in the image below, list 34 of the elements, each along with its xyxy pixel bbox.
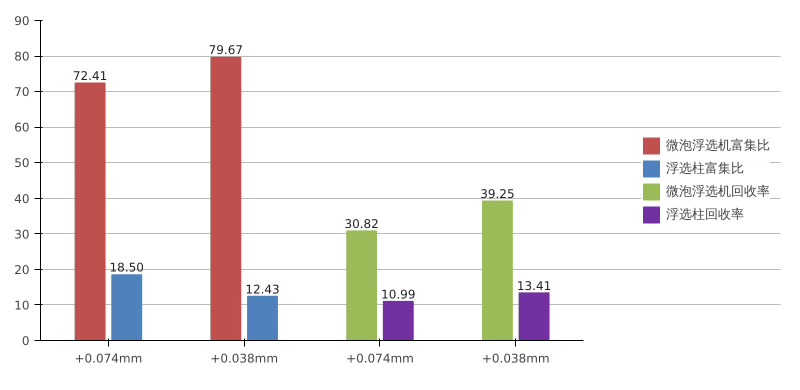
bar (247, 296, 278, 340)
data-label: 13.41 (516, 278, 552, 293)
bar (346, 230, 378, 340)
bar (210, 56, 242, 340)
y-tick-label: 90 (14, 14, 30, 28)
bar (482, 200, 513, 340)
legend-label: 浮选柱回收率 (666, 206, 744, 224)
bar (74, 82, 106, 340)
data-label: 10.99 (381, 287, 416, 302)
legend-label: 浮选柱富集比 (666, 160, 744, 178)
bar (518, 292, 550, 340)
bar (111, 274, 142, 340)
x-tick-label: +0.074mm (346, 352, 414, 366)
y-tick-label: 60 (14, 120, 30, 135)
y-tick-label: 0 (22, 334, 30, 348)
data-label: 79.67 (208, 43, 244, 58)
legend-label: 微泡浮选机富集比 (666, 138, 770, 154)
legend-label: 微泡浮选机回收率 (666, 184, 770, 200)
y-tick-label: 50 (14, 156, 30, 170)
data-label: 39.25 (480, 186, 515, 201)
y-tick-label: 70 (14, 85, 30, 100)
y-tick-label: 80 (14, 50, 30, 64)
data-label: 18.50 (110, 260, 144, 275)
y-tick-label: 20 (14, 262, 30, 277)
x-tick-label: +0.038mm (482, 352, 550, 366)
y-tick-label: 40 (14, 192, 30, 206)
data-label: 12.43 (245, 282, 280, 296)
data-label: 30.82 (344, 216, 379, 231)
y-tick-label: 30 (14, 227, 30, 242)
x-tick-label: +0.074mm (74, 352, 142, 366)
y-tick-label: 10 (14, 298, 30, 312)
bar (382, 300, 414, 340)
x-tick-label: +0.038mm (210, 352, 278, 366)
data-label: 72.41 (72, 69, 108, 84)
